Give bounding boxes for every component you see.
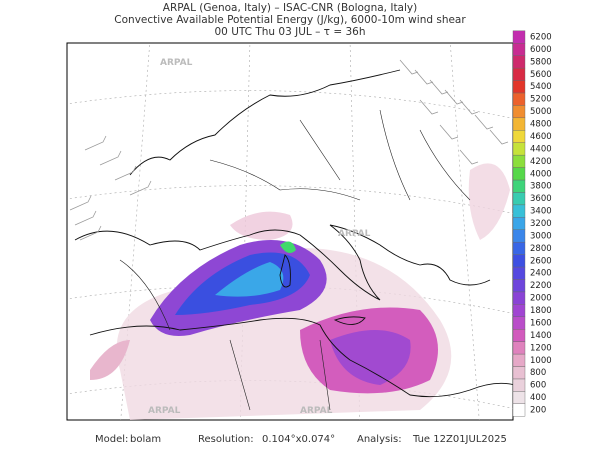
header-line: 00 UTC Thu 03 JUL – τ = 36h bbox=[215, 26, 366, 38]
colorbar-label: 3800 bbox=[530, 182, 552, 192]
colorbar-label: 2400 bbox=[530, 269, 552, 279]
colorbar-swatch bbox=[512, 192, 526, 206]
colorbar-swatch bbox=[512, 154, 526, 168]
colorbar-label: 1000 bbox=[530, 356, 552, 366]
colorbar-swatch bbox=[512, 67, 526, 81]
colorbar-swatch bbox=[512, 117, 526, 131]
colorbar-swatch bbox=[512, 92, 526, 106]
colorbar-swatch bbox=[512, 229, 526, 243]
colorbar-swatch bbox=[512, 167, 526, 181]
footer-label: Resolution: bbox=[198, 434, 254, 445]
footer-value: bolam bbox=[130, 434, 161, 445]
colorbar-swatch bbox=[512, 266, 526, 280]
colorbar-swatch bbox=[512, 328, 526, 342]
colorbar-swatch bbox=[512, 204, 526, 218]
colorbar-swatch bbox=[512, 179, 526, 193]
footer-value: Tue 12Z01JUL2025 bbox=[412, 434, 507, 445]
colorbar-label: 4400 bbox=[530, 144, 552, 154]
colorbar-label: 1200 bbox=[530, 343, 552, 353]
colorbar: 200 400 600 800 1000 1200 1400 1600 1800 2000 2200… bbox=[512, 30, 552, 417]
colorbar-swatch bbox=[512, 403, 526, 417]
colorbar-label: 3200 bbox=[530, 219, 552, 229]
colorbar-swatch bbox=[512, 291, 526, 305]
watermark: ARPAL bbox=[148, 406, 181, 416]
colorbar-label: 4000 bbox=[530, 169, 552, 179]
colorbar-label: 6200 bbox=[530, 33, 552, 43]
colorbar-label: 4200 bbox=[530, 157, 552, 167]
colorbar-swatch bbox=[512, 304, 526, 317]
colorbar-label: 600 bbox=[530, 381, 546, 391]
colorbar-label: 5200 bbox=[530, 95, 552, 105]
colorbar-label: 5000 bbox=[530, 107, 552, 117]
colorbar-label: 400 bbox=[530, 393, 546, 403]
colorbar-label: 2000 bbox=[530, 294, 552, 304]
colorbar-label: 6000 bbox=[530, 45, 552, 55]
colorbar-label: 4600 bbox=[530, 132, 552, 142]
colorbar-label: 3600 bbox=[530, 194, 552, 204]
footer-label: Analysis: bbox=[357, 434, 402, 445]
colorbar-label: 1800 bbox=[530, 306, 552, 316]
colorbar-label: 800 bbox=[530, 368, 546, 378]
colorbar-swatch bbox=[512, 279, 526, 293]
colorbar-label: 5600 bbox=[530, 70, 552, 80]
colorbar-swatch bbox=[512, 316, 526, 330]
colorbar-swatch bbox=[512, 254, 526, 268]
colorbar-label: 3400 bbox=[530, 207, 552, 217]
colorbar-swatch bbox=[512, 80, 526, 94]
colorbar-swatch bbox=[512, 378, 526, 392]
map: ARPAL ARPAL ARPAL ARPAL bbox=[66, 42, 514, 421]
watermark: ARPAL bbox=[338, 229, 371, 239]
colorbar-label: 1600 bbox=[530, 318, 552, 328]
colorbar-swatch bbox=[512, 105, 526, 119]
colorbar-swatch bbox=[512, 217, 526, 230]
colorbar-swatch bbox=[512, 366, 526, 380]
colorbar-label: 2600 bbox=[530, 256, 552, 266]
colorbar-swatch bbox=[512, 130, 526, 143]
header-line: ARPAL (Genoa, Italy) – ISAC-CNR (Bologna… bbox=[163, 2, 417, 14]
colorbar-label: 1400 bbox=[530, 331, 552, 341]
colorbar-label: 2800 bbox=[530, 244, 552, 254]
colorbar-swatch bbox=[512, 142, 526, 156]
watermark: ARPAL bbox=[300, 406, 333, 416]
colorbar-label: 5400 bbox=[530, 82, 552, 92]
colorbar-swatch bbox=[512, 55, 526, 69]
watermark: ARPAL bbox=[160, 58, 193, 68]
colorbar-label: 4800 bbox=[530, 120, 552, 130]
colorbar-label: 3000 bbox=[530, 231, 552, 241]
footer-label: Model: bbox=[95, 434, 128, 445]
colorbar-swatch bbox=[512, 241, 526, 255]
colorbar-label: 2200 bbox=[530, 281, 552, 291]
colorbar-swatch bbox=[512, 30, 526, 44]
colorbar-swatch bbox=[512, 391, 526, 404]
colorbar-swatch bbox=[512, 353, 526, 367]
header-line: Convective Available Potential Energy (J… bbox=[114, 14, 466, 26]
footer-value: 0.104°x0.074° bbox=[262, 434, 335, 445]
colorbar-label: 5800 bbox=[530, 57, 552, 67]
colorbar-label: 200 bbox=[530, 406, 546, 416]
colorbar-swatch bbox=[512, 341, 526, 355]
colorbar-swatch bbox=[512, 43, 526, 56]
